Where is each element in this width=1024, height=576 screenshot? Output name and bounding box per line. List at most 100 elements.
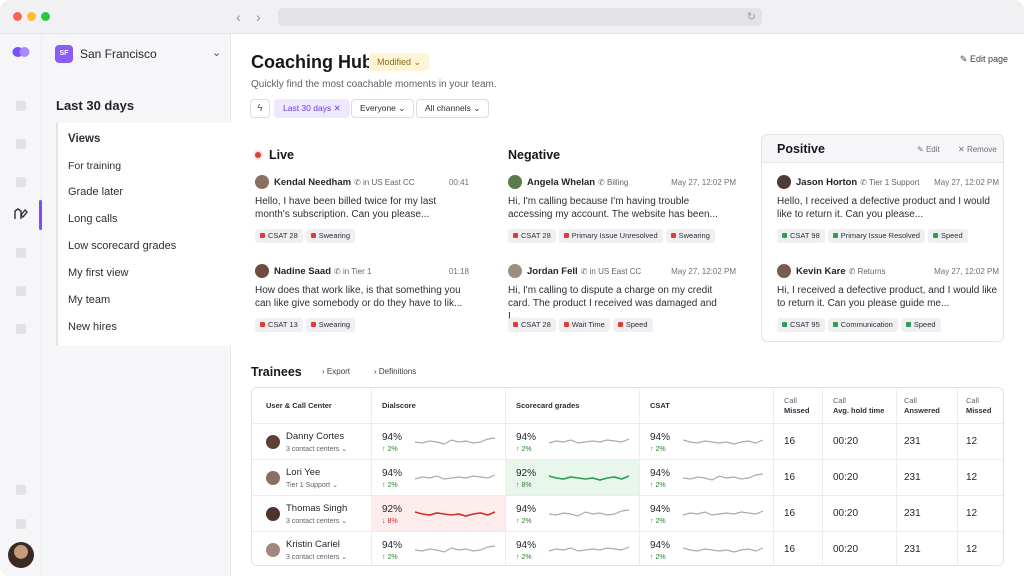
header-hold-label: Avg. hold time: [833, 405, 885, 415]
address-bar[interactable]: ↻: [278, 8, 762, 26]
arrow-up-icon: ↑: [516, 482, 520, 489]
table-row[interactable]: Lori Yee Tier 1 Support ⌄ 94% ↑ 2% 92% ↑ 8% 94…: [252, 459, 1003, 496]
close-window-button[interactable]: [13, 12, 22, 21]
call-time: May 27, 12:02 PM: [934, 267, 999, 276]
metric-delta: ↑ 2%: [382, 482, 398, 489]
people-filter-dropdown[interactable]: Everyone ⌄: [351, 99, 415, 118]
call-transcript: Hi, I'm calling to dispute a charge on m…: [508, 285, 717, 322]
sparkline-chart: [414, 474, 496, 480]
call-meta: ✆ in US East CC: [354, 178, 415, 187]
live-indicator-icon: [255, 152, 261, 158]
trainee-subtitle[interactable]: 3 contact centers ⌄: [286, 445, 347, 453]
user-avatar[interactable]: [8, 542, 34, 568]
caller-name: Kendal Needham ✆ in US East CC: [274, 177, 415, 188]
caller-name: Jordan Fell ✆ in US East CC: [527, 266, 641, 277]
header-answered-label: Answered: [904, 405, 940, 415]
sidebar-item-grade-later[interactable]: Grade later: [68, 186, 124, 198]
sidebar-item-long-calls[interactable]: Long calls: [68, 213, 118, 225]
header-call-answered[interactable]: Call Answered: [904, 396, 956, 431]
arrow-up-icon: ↑: [650, 446, 654, 453]
nav-home-icon[interactable]: [16, 101, 26, 111]
tag-speed: Speed: [900, 318, 941, 332]
edit-page-button[interactable]: ✎ Edit page: [960, 54, 1008, 65]
header-call-missed-2[interactable]: Call Missed: [966, 396, 1002, 431]
avg-hold-value: 00:20: [833, 508, 859, 519]
metric-delta: ↓ 8%: [382, 518, 398, 525]
tag-csat: CSAT 98: [777, 229, 825, 243]
metric-value: 94%: [516, 432, 537, 443]
call-answered-value: 231: [904, 544, 921, 555]
definitions-button[interactable]: › Definitions: [374, 367, 416, 376]
metric-value: 94%: [650, 540, 671, 551]
metric-delta: ↑ 2%: [650, 482, 666, 489]
icon-rail: [0, 34, 42, 576]
trainee-subtitle[interactable]: Tier 1 Support ⌄: [286, 481, 338, 489]
call-meta-text: Tier 1 Support: [869, 178, 920, 187]
call-missed-2-value: 12: [966, 508, 978, 519]
table-row[interactable]: Thomas Singh 3 contact centers ⌄ 92% ↓ 8% 94…: [252, 495, 1003, 532]
nav-analytics-icon[interactable]: [16, 286, 26, 296]
live-calls-card: Live Kendal Needham ✆ in US East CC 00:41…: [251, 134, 471, 342]
header-scorecard[interactable]: Scorecard grades: [516, 401, 580, 410]
nav-contacts-icon[interactable]: [16, 177, 26, 187]
nav-reports-icon[interactable]: [16, 248, 26, 258]
table-row[interactable]: Danny Cortes 3 contact centers ⌄ 94% ↑ 2% 94…: [252, 423, 1003, 459]
sidebar-item-my-first-view[interactable]: My first view: [68, 267, 129, 279]
arrow-up-icon: ↑: [650, 554, 654, 561]
table-row[interactable]: Kristin Cariel 3 contact centers ⌄ 94% ↑ 2%…: [252, 531, 1003, 565]
header-csat[interactable]: CSAT: [650, 401, 670, 410]
header-call-missed[interactable]: Call Missed: [784, 396, 820, 431]
export-button[interactable]: › Export: [322, 367, 350, 376]
back-arrow-icon[interactable]: ‹: [236, 9, 241, 25]
sidebar-item-for-training[interactable]: For training: [68, 160, 122, 172]
metric-delta-text: 8%: [387, 518, 398, 525]
nav-help-icon[interactable]: [16, 485, 26, 495]
metric-delta-text: 2%: [655, 446, 666, 453]
call-meta: ✆ Returns: [848, 267, 886, 276]
caller-avatar: [508, 175, 522, 189]
close-icon[interactable]: ✕: [333, 103, 341, 113]
caller-avatar: [777, 175, 791, 189]
metric-delta: ↑ 2%: [516, 518, 532, 525]
call-missed-2-value: 12: [966, 436, 978, 447]
trainee-subtitle[interactable]: 3 contact centers ⌄: [286, 553, 347, 561]
metric-delta: ↑ 2%: [516, 554, 532, 561]
channels-filter-dropdown[interactable]: All channels ⌄: [416, 99, 490, 118]
caller-avatar: [777, 264, 791, 278]
forward-arrow-icon[interactable]: ›: [256, 9, 261, 25]
call-tags: CSAT 13 Swearing: [255, 318, 358, 332]
call-tags: CSAT 95 Communication Speed: [777, 318, 944, 332]
call-meta-text: Billing: [607, 178, 629, 187]
header-dialscore[interactable]: Dialscore: [382, 401, 416, 410]
nav-settings-icon[interactable]: [16, 324, 26, 334]
sidebar-item-my-team[interactable]: My team: [68, 294, 111, 306]
edit-card-button[interactable]: ✎ Edit: [917, 145, 940, 154]
call-missed-value: 16: [784, 508, 796, 519]
call-tags: CSAT 28 Wait Time Speed: [508, 318, 656, 332]
reload-icon[interactable]: ↻: [746, 11, 756, 23]
sidebar-item-new-hires[interactable]: New hires: [68, 321, 117, 333]
sidebar-item-low-scorecard-grades[interactable]: Low scorecard grades: [68, 240, 177, 252]
header-avg-hold[interactable]: Call Avg. hold time: [833, 396, 895, 431]
header-user[interactable]: User & Call Center: [266, 401, 332, 410]
metric-delta-text: 2%: [655, 518, 666, 525]
trainee-subtitle[interactable]: 3 contact centers ⌄: [286, 517, 347, 525]
maximize-window-button[interactable]: [41, 12, 50, 21]
nav-notifications-icon[interactable]: [16, 519, 26, 529]
coaching-nav-icon[interactable]: [13, 206, 29, 222]
arrow-up-icon: ↑: [516, 446, 520, 453]
definitions-label: Definitions: [378, 367, 417, 376]
trainee-subtitle-text: 3 contact centers: [286, 446, 340, 453]
lightning-icon: ϟ: [257, 103, 263, 114]
avg-hold-value: 00:20: [833, 544, 859, 555]
bolt-filter-button[interactable]: ϟ: [250, 99, 270, 118]
call-meta-text: Returns: [857, 267, 886, 276]
call-meta: ✆ in Tier 1: [334, 267, 372, 276]
date-filter-chip[interactable]: Last 30 days ✕: [274, 99, 350, 118]
nav-calls-icon[interactable]: [16, 139, 26, 149]
call-transcript: Hi, I'm calling because I'm having troub…: [508, 196, 718, 220]
app-logo-icon[interactable]: [12, 45, 30, 59]
minimize-window-button[interactable]: [27, 12, 36, 21]
remove-card-button[interactable]: ✕ Remove: [958, 145, 997, 154]
modified-badge[interactable]: Modified ⌄: [369, 53, 430, 71]
